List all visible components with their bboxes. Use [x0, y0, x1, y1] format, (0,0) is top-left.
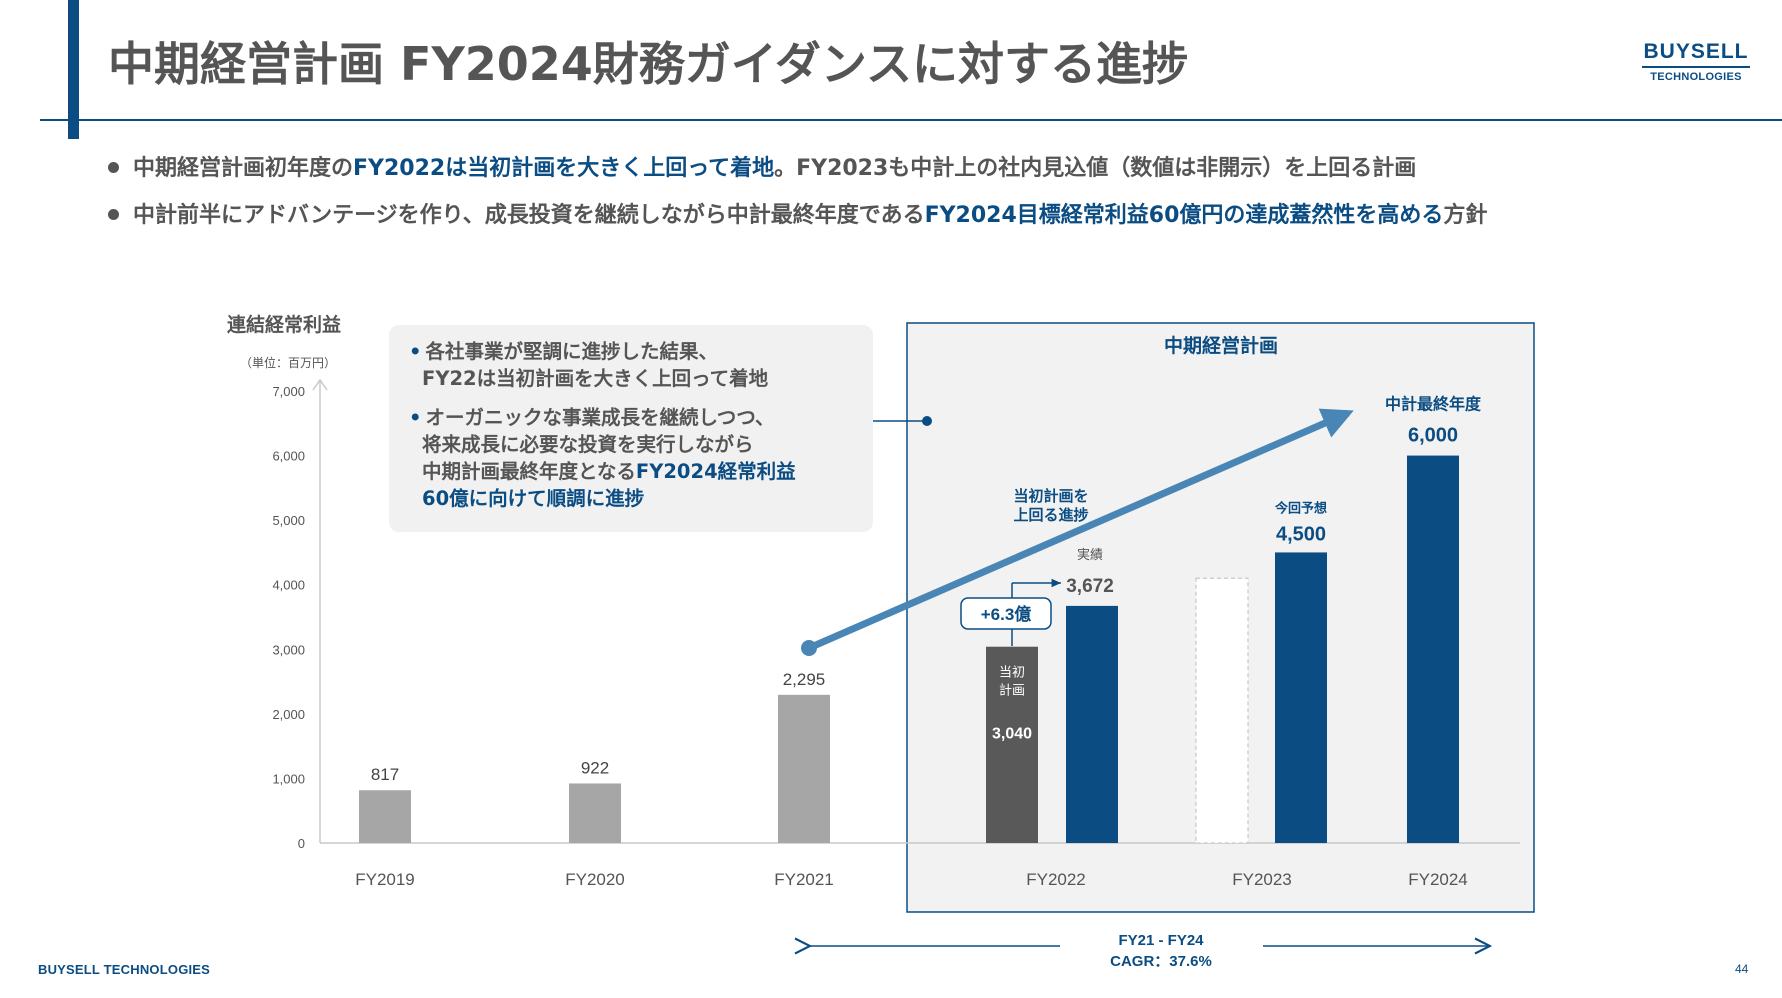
highlight-text: FY2022は当初計画を大きく上回って着地	[353, 156, 775, 181]
y-tick-label: 6,000	[272, 449, 305, 464]
callout-connector-dot	[922, 416, 932, 426]
progress-label-2: 上回る進捗	[1013, 506, 1088, 524]
bar-value-label: 922	[581, 758, 609, 777]
y-axis-title: 連結経常利益	[227, 313, 341, 336]
summary-bullet-2: 中計前半にアドバンテージを作り、成長投資を継続しながら中計最終年度であるFY20…	[108, 197, 1487, 229]
bar-value-label: 3,672	[1066, 576, 1114, 597]
y-tick-label: 7,000	[272, 384, 305, 399]
text-run: FY22は当初計画を大きく上回って着地	[422, 367, 769, 390]
text-run: 中期計画最終年度となる	[422, 460, 636, 483]
bar-value-label: 6,000	[1408, 425, 1458, 447]
plan-region-label: 中期経営計画	[1164, 334, 1278, 357]
callout-item-1: • 各社事業が堅調に進捗した結果、 FY22は当初計画を大きく上回って着地	[409, 338, 768, 392]
x-tick-label: FY2023	[1232, 870, 1292, 889]
bullet-text: 中計前半にアドバンテージを作り、成長投資を継続しながら中計最終年度であるFY20…	[133, 203, 1487, 228]
text-run: 。FY2023も中計上の社内見込値（数値は非開示）を上回る計画	[774, 156, 1417, 181]
text-run: 中計前半にアドバンテージを作り、成長投資を継続しながら中計最終年度である	[133, 203, 925, 228]
bar-actual-fy2022	[1066, 605, 1118, 843]
x-tick-label: FY2019	[355, 870, 415, 889]
bar-plan-caption-2: 計画	[999, 683, 1025, 698]
x-tick-label: FY2022	[1026, 870, 1086, 889]
y-tick-label: 0	[298, 836, 305, 851]
page-number: 44	[1735, 962, 1749, 976]
highlight-text: 60億に向けて順調に進捗	[422, 487, 645, 510]
y-axis-arrowhead	[312, 378, 328, 391]
callout-line: FY22は当初計画を大きく上回って着地	[409, 365, 768, 392]
logo-subtext: TECHNOLOGIES	[1650, 71, 1742, 83]
text-run: 中期経営計画初年度の	[133, 156, 354, 181]
x-tick-label: FY2021	[774, 870, 834, 889]
bullet-dot	[108, 162, 119, 173]
callout-line: • オーガニックな事業成長を継続しつつ、	[409, 406, 775, 429]
callout-line: 将来成長に必要な投資を実行しながら	[409, 431, 796, 458]
callout-item-2: • オーガニックな事業成長を継続しつつ、 将来成長に必要な投資を実行しながら 中期…	[409, 404, 796, 512]
bar-plan-caption-1: 当初	[999, 665, 1025, 680]
highlight-text: FY2024経常利益	[635, 460, 796, 483]
bar-actual-past	[569, 783, 621, 843]
y-tick-label: 1,000	[272, 771, 305, 786]
y-tick-label: 3,000	[272, 642, 305, 657]
bullet-dot	[108, 209, 119, 220]
bar-actual-past	[359, 790, 411, 843]
trend-arrow	[807, 408, 1354, 652]
text-run: 方針	[1443, 203, 1488, 228]
progress-label-1: 当初計画を	[1013, 487, 1088, 505]
logo-wordmark: BUYSELL	[1643, 40, 1749, 63]
highlight-text: FY2024目標経常利益60億円の達成蓋然性を高める	[924, 203, 1444, 228]
bar-value-label: 817	[371, 765, 399, 784]
x-tick-label: FY2024	[1408, 870, 1468, 889]
cagr-label-2: CAGR：37.6%	[1110, 953, 1212, 970]
bar-undisclosed-plan	[1195, 577, 1249, 844]
text-run: 各社事業が堅調に進捗した結果、	[425, 340, 718, 363]
bar-caption-target: 中計最終年度	[1385, 395, 1482, 414]
callout-line: 60億に向けて順調に進捗	[409, 485, 796, 512]
y-axis-unit: （単位：百万円）	[240, 355, 336, 370]
company-logo: BUYSELL TECHNOLOGIES	[1640, 40, 1752, 83]
bullet-text: 中期経営計画初年度のFY2022は当初計画を大きく上回って着地。FY2023も中…	[133, 156, 1416, 181]
text-run: 将来成長に必要な投資を実行しながら	[422, 433, 754, 456]
bar-value-label: 3,040	[992, 726, 1032, 743]
bar-forecast-fy2023	[1275, 552, 1327, 843]
commentary-callout: • 各社事業が堅調に進捗した結果、 FY22は当初計画を大きく上回って着地 • オー…	[389, 325, 873, 532]
callout-line: 中期計画最終年度となるFY2024経常利益	[409, 458, 796, 485]
bar-target-fy2024	[1407, 455, 1459, 843]
y-tick-label: 4,000	[272, 578, 305, 593]
y-tick-label: 2,000	[272, 707, 305, 722]
bar-caption-forecast: 今回予想	[1274, 500, 1327, 515]
delta-box	[960, 597, 1052, 630]
callout-line: • 各社事業が堅調に進捗した結果、	[409, 340, 718, 363]
footer-brand: BUYSELL TECHNOLOGIES	[38, 962, 211, 977]
bar-actual-past	[778, 694, 830, 843]
text-run: オーガニックな事業成長を継続しつつ、	[425, 406, 775, 429]
bar-value-label: 4,500	[1276, 523, 1326, 545]
summary-bullet-1: 中期経営計画初年度のFY2022は当初計画を大きく上回って着地。FY2023も中…	[108, 150, 1416, 182]
y-tick-label: 5,000	[272, 513, 305, 528]
logo-rule	[1642, 66, 1750, 68]
x-tick-label: FY2020	[565, 870, 625, 889]
page-title: 中期経営計画 FY2024財務ガイダンスに対する進捗	[108, 37, 1189, 91]
bar-value-label: 2,295	[783, 670, 826, 689]
title-divider	[40, 119, 1782, 121]
bar-initial-plan	[986, 646, 1038, 843]
delta-label: +6.3億	[981, 604, 1032, 624]
cagr-label-1: FY21 - FY24	[1118, 932, 1204, 949]
bar-caption-actual: 実績	[1077, 547, 1103, 562]
title-accent-bar	[68, 0, 79, 139]
